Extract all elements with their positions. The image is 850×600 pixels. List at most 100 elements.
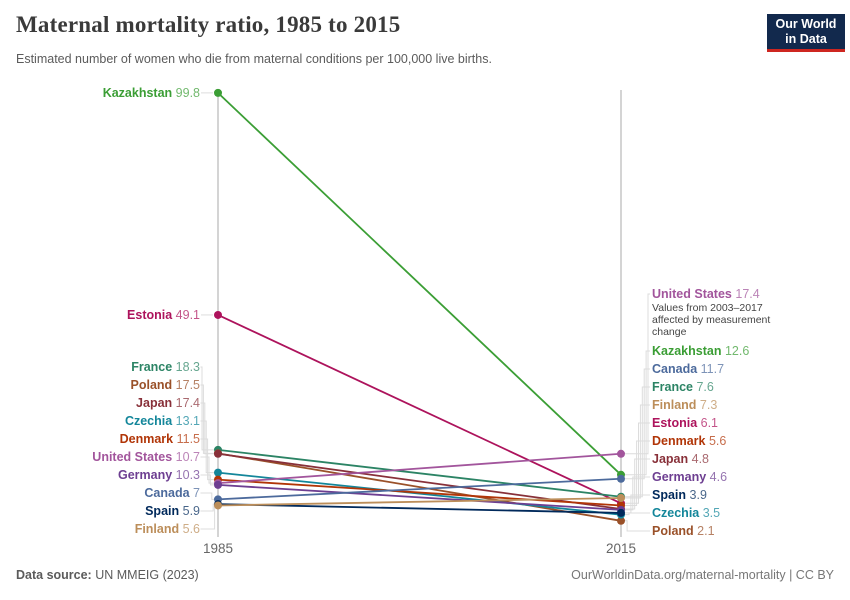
label-connector: [625, 386, 650, 498]
country-label-1985[interactable]: Japan 17.4: [136, 395, 200, 411]
x-tick-2015: 2015: [605, 541, 637, 556]
data-point-1985[interactable]: [214, 310, 222, 319]
country-name: Finland: [134, 522, 180, 536]
country-label-1985[interactable]: France 18.3: [131, 359, 200, 375]
country-label-2015[interactable]: Spain 3.9: [652, 487, 707, 503]
slope-line-estonia[interactable]: [217, 314, 622, 505]
country-label-1985[interactable]: Czechia 13.1: [125, 413, 200, 429]
data-point-2015[interactable]: [617, 449, 625, 458]
country-name: France: [131, 360, 173, 374]
logo-line2: in Data: [785, 31, 827, 46]
slope-line-czechia[interactable]: [217, 471, 622, 516]
country-label-1985[interactable]: Denmark 11.5: [120, 431, 200, 447]
country-label-1985[interactable]: Finland 5.6: [135, 521, 200, 537]
country-value: 18.3: [172, 360, 200, 374]
country-name: Germany: [652, 470, 707, 484]
country-value: 6.1: [697, 416, 719, 430]
slope-line-france[interactable]: [217, 448, 622, 498]
country-label-1985[interactable]: United States 10.7: [92, 449, 200, 465]
data-point-2015[interactable]: [617, 474, 625, 483]
country-value: 12.6: [721, 344, 750, 358]
country-label-2015[interactable]: Finland 7.3: [652, 397, 717, 413]
country-label-2015[interactable]: United States 17.4: [652, 286, 760, 302]
data-point-2015[interactable]: [617, 516, 625, 525]
x-tick-1985: 1985: [202, 541, 234, 556]
country-value: 11.7: [697, 362, 725, 376]
country-label-2015[interactable]: Czechia 3.5: [652, 505, 720, 521]
country-name: Finland: [652, 398, 697, 412]
country-value: 5.6: [179, 522, 200, 536]
country-label-2015[interactable]: Denmark 5.6: [652, 433, 726, 449]
label-connector: [625, 458, 650, 510]
country-name: Spain: [145, 504, 180, 518]
owid-logo[interactable]: Our World in Data: [767, 14, 845, 52]
country-value: 4.6: [706, 470, 728, 484]
country-value: 17.4: [731, 287, 760, 301]
country-label-1985[interactable]: Estonia 49.1: [127, 307, 200, 323]
data-point-1985[interactable]: [214, 480, 222, 489]
chart-subtitle: Estimated number of women who die from m…: [16, 52, 492, 66]
country-value: 99.8: [172, 86, 200, 100]
country-label-2015[interactable]: France 7.6: [652, 379, 714, 395]
slope-line-kazakhstan[interactable]: [217, 92, 622, 476]
country-label-2015[interactable]: Germany 4.6: [652, 469, 727, 485]
country-name: Czechia: [124, 414, 173, 428]
slope-line-denmark[interactable]: [217, 478, 622, 507]
country-label-2015[interactable]: Kazakhstan 12.6: [652, 343, 749, 359]
label-connector: [200, 492, 214, 500]
country-name: Poland: [130, 378, 173, 392]
country-name: France: [652, 380, 693, 394]
slope-line-poland[interactable]: [217, 452, 622, 522]
country-name: Spain: [652, 488, 687, 502]
footer-credit-link[interactable]: OurWorldinData.org/maternal-mortality | …: [571, 568, 834, 582]
slope-line-canada[interactable]: [217, 477, 622, 501]
country-label-2015[interactable]: Estonia 6.1: [652, 415, 718, 431]
label-connector: [200, 504, 216, 530]
data-source-value: UN MMEIG (2023): [95, 568, 199, 582]
country-label-2015[interactable]: Poland 2.1: [652, 523, 715, 539]
label-connector: [625, 476, 650, 511]
data-point-1985[interactable]: [214, 449, 222, 458]
country-value: 5.9: [179, 504, 200, 518]
slope-line-germany[interactable]: [217, 483, 622, 511]
data-point-1985[interactable]: [214, 468, 222, 477]
data-point-1985[interactable]: [214, 501, 222, 510]
country-label-1985[interactable]: Spain 5.9: [145, 503, 200, 519]
data-point-2015[interactable]: [617, 494, 625, 503]
label-connector: [625, 494, 650, 514]
measurement-change-note: Values from 2003–2017 affected by measur…: [652, 302, 771, 338]
country-label-2015[interactable]: Japan 4.8: [652, 451, 709, 467]
country-name: United States: [92, 450, 173, 464]
country-label-2015[interactable]: Canada 11.7: [652, 361, 724, 377]
label-connector: [625, 350, 650, 476]
country-label-1985[interactable]: Kazakhstan 99.8: [103, 85, 200, 101]
slope-line-spain[interactable]: [217, 503, 622, 514]
label-connector: [200, 438, 214, 481]
data-point-2015[interactable]: [617, 508, 625, 517]
country-value: 7.6: [693, 380, 714, 394]
country-value: 3.9: [686, 488, 707, 502]
country-name: Japan: [652, 452, 689, 466]
country-value: 11.5: [173, 432, 200, 446]
label-connector: [625, 422, 650, 504]
country-label-1985[interactable]: Canada 7: [144, 485, 200, 501]
label-connector: [200, 420, 214, 474]
country-name: Canada: [144, 486, 190, 500]
slope-line-united-states[interactable]: [217, 452, 622, 485]
label-connector: [200, 366, 214, 451]
country-name: Kazakhstan: [652, 344, 722, 358]
chart-footer: Data source: UN MMEIG (2023) OurWorldinD…: [0, 568, 850, 582]
country-label-1985[interactable]: Germany 10.3: [118, 467, 200, 483]
country-label-1985[interactable]: Poland 17.5: [131, 377, 200, 393]
label-connector: [200, 456, 214, 484]
country-name: Poland: [652, 524, 694, 538]
country-name: United States: [652, 287, 732, 301]
country-name: Estonia: [652, 416, 698, 430]
data-point-1985[interactable]: [214, 88, 222, 97]
slope-line-finland[interactable]: [217, 497, 622, 507]
country-name: Estonia: [127, 308, 173, 322]
label-connector: [625, 512, 650, 516]
country-name: Canada: [652, 362, 698, 376]
